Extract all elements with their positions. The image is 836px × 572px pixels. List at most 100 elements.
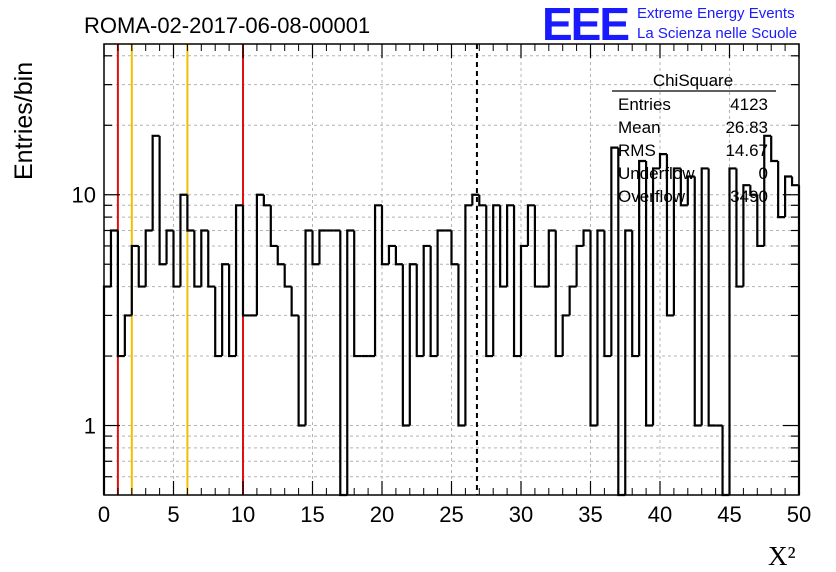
histogram-bin <box>784 175 793 218</box>
histogram-bin-edge <box>130 244 139 316</box>
histogram-bin <box>665 154 674 317</box>
histogram-bin-edge <box>318 229 327 265</box>
histogram-bin-edge <box>262 194 271 207</box>
histogram-bin-edge <box>568 285 577 316</box>
histogram-bin <box>207 230 216 288</box>
histogram-bin <box>790 176 799 187</box>
histogram-bin-edge <box>756 194 765 248</box>
stats-value-rms: 14.67 <box>725 141 768 160</box>
histogram-bin <box>269 205 278 248</box>
histogram-bin <box>603 230 612 358</box>
histogram-bin <box>262 194 271 207</box>
histogram-bin <box>255 193 264 316</box>
histogram-bin <box>241 205 250 317</box>
run-title: ROMA-02-2017-06-08-00001 <box>84 13 370 38</box>
histogram-bin-edge <box>200 229 209 287</box>
histogram-bin <box>297 315 306 427</box>
histogram-bin <box>582 229 591 246</box>
stats-label-overflow: Overflow <box>618 187 686 206</box>
histogram-bin-edge <box>784 175 793 218</box>
histogram-bin <box>492 204 501 357</box>
histogram-bin-edge <box>693 176 702 427</box>
histogram-bin <box>638 159 647 357</box>
histogram-bin-edge <box>478 194 487 207</box>
histogram-bin-edge <box>116 230 125 358</box>
histogram-bin-edge <box>255 193 264 316</box>
histogram-bin <box>506 204 515 287</box>
histogram-bin <box>512 205 521 358</box>
histogram-bin <box>658 153 667 169</box>
stats-value-entries: 4123 <box>730 95 768 114</box>
histogram-bin-edge <box>658 153 667 169</box>
histogram-bin-edge <box>492 204 501 357</box>
histogram-bin <box>228 264 237 358</box>
histogram-bin <box>283 264 292 288</box>
histogram-bin-edge <box>596 229 605 426</box>
histogram-bin-edge <box>651 167 660 426</box>
histogram-bin <box>700 167 709 426</box>
histogram-bin-edge <box>547 229 556 287</box>
histogram-bin-edge <box>415 264 424 358</box>
histogram-bin <box>436 229 445 357</box>
y-tick-label: 10 <box>72 183 96 208</box>
histogram-bin-edge <box>763 134 772 246</box>
histogram-bin <box>547 229 556 287</box>
histogram-bin <box>526 204 535 246</box>
histogram-bin <box>276 245 285 266</box>
histogram-bin <box>735 168 744 288</box>
histogram-bin <box>130 244 139 316</box>
histogram-bin <box>596 229 605 426</box>
histogram-bin-edge <box>526 204 535 246</box>
histogram-bin <box>304 229 313 426</box>
eee-logo: EEE <box>542 0 628 50</box>
histogram-bin <box>318 229 327 265</box>
histogram-bin <box>311 230 320 266</box>
histogram-bin-edge <box>151 134 160 231</box>
histogram-bin-edge <box>380 205 389 266</box>
histogram-bin <box>116 230 125 358</box>
histogram-bin-edge <box>631 230 640 358</box>
histogram-bin <box>464 204 473 426</box>
stats-label-rms: RMS <box>618 141 656 160</box>
histogram-bin-edge <box>158 135 167 266</box>
stats-label-entries: Entries <box>618 95 671 114</box>
histogram-bin <box>686 175 695 206</box>
histogram-bin-edge <box>790 176 799 187</box>
histogram-bin <box>346 229 355 495</box>
histogram-bin <box>624 229 633 495</box>
x-axis-label: X² <box>768 541 796 571</box>
histogram-bin-edge <box>373 204 382 357</box>
histogram-bin-edge <box>214 286 223 358</box>
histogram-bin-edge <box>297 315 306 427</box>
histogram-bin <box>770 135 779 163</box>
histogram-bin-edge <box>221 263 230 357</box>
histogram-bin <box>679 168 688 207</box>
histogram-bin <box>401 264 410 427</box>
histogram-bin <box>457 264 466 427</box>
histogram-bin-edge <box>561 314 570 357</box>
histogram-bin-edge <box>137 245 146 288</box>
histogram-bin-edge <box>471 193 480 206</box>
histogram-bin-edge <box>283 264 292 288</box>
x-tick-label: 50 <box>787 502 811 527</box>
histogram-bin <box>234 204 243 357</box>
x-tick-label: 25 <box>439 502 463 527</box>
histogram-bin <box>763 134 772 246</box>
histogram-bin-edge <box>290 286 299 317</box>
histogram-bin-edge <box>728 167 737 495</box>
histogram-bin <box>554 230 563 358</box>
histogram-bin-edge <box>638 159 647 357</box>
histogram-bin-edge <box>172 230 181 288</box>
histogram-bin <box>144 229 153 287</box>
histogram-bin <box>631 230 640 358</box>
histogram-bin <box>353 230 362 358</box>
histogram-bin <box>742 184 751 287</box>
stats-title: ChiSquare <box>653 71 733 90</box>
histogram-bin <box>589 230 598 427</box>
histogram-bin <box>519 244 528 357</box>
y-tick-label: 1 <box>84 414 96 439</box>
histogram-bin-edge <box>610 146 619 357</box>
histogram-bin-edge <box>450 230 459 266</box>
histogram-bin-edge <box>422 244 431 357</box>
stats-box: ChiSquare Entries 4123 Mean 26.83 RMS 14… <box>612 71 776 206</box>
